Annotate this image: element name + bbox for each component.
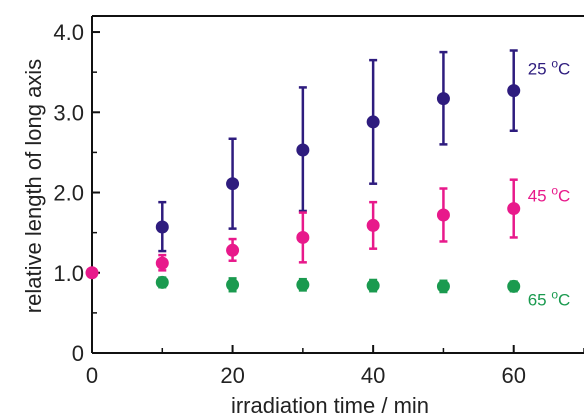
data-point — [507, 84, 521, 98]
data-point — [436, 279, 450, 293]
data-point — [226, 177, 240, 191]
data-point — [366, 279, 380, 293]
x-tick-label: 0 — [86, 363, 98, 388]
data-point — [155, 256, 169, 270]
data-point — [507, 202, 521, 216]
data-point — [436, 92, 450, 106]
y-axis-title: relative length of long axis — [21, 59, 46, 313]
x-tick-label: 20 — [220, 363, 244, 388]
y-tick-label: 3.0 — [53, 100, 84, 125]
x-tick-label: 60 — [501, 363, 525, 388]
data-point — [296, 143, 310, 157]
data-point — [296, 230, 310, 244]
data-point — [366, 218, 380, 232]
data-point — [226, 243, 240, 257]
x-axis-title: irradiation time / min — [231, 393, 429, 418]
x-tick-label: 40 — [361, 363, 385, 388]
series-label: 25 oC — [528, 57, 571, 79]
data-point — [296, 278, 310, 292]
y-tick-label: 1.0 — [53, 261, 84, 286]
data-point — [226, 278, 240, 292]
data-point — [85, 266, 99, 280]
data-point — [366, 115, 380, 129]
data-point — [436, 208, 450, 222]
data-point — [507, 279, 521, 293]
series-label: 65 oC — [528, 287, 571, 309]
data-point — [155, 220, 169, 234]
y-tick-label: 0 — [72, 341, 84, 366]
y-tick-label: 2.0 — [53, 181, 84, 206]
series-label: 45 oC — [528, 184, 571, 206]
y-tick-label: 4.0 — [53, 20, 84, 45]
data-point — [155, 275, 169, 289]
